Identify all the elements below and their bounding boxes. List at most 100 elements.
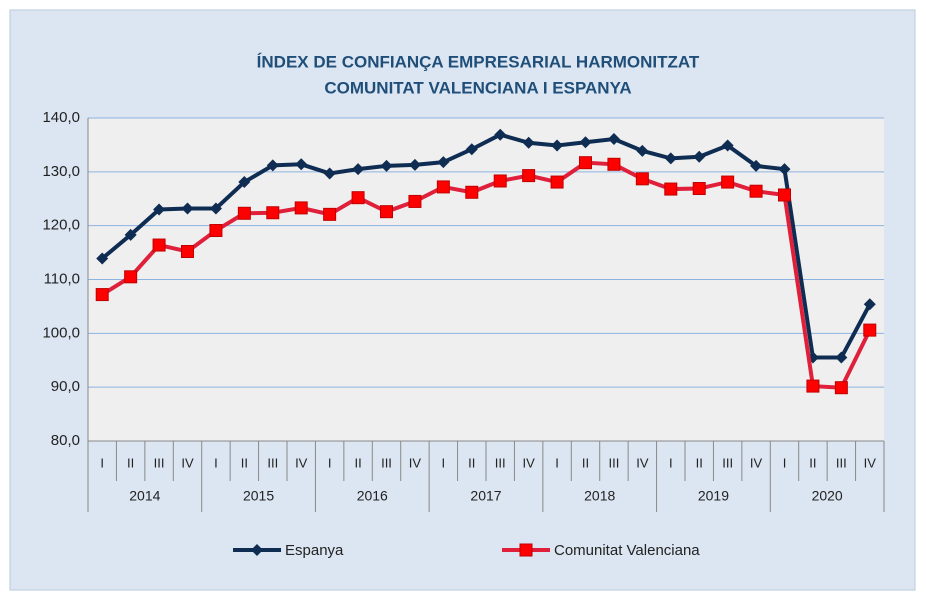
x-tick-label: II <box>809 455 816 470</box>
group-label: 2014 <box>129 488 160 504</box>
x-tick-label: III <box>381 455 392 470</box>
x-tick-label: III <box>267 455 278 470</box>
marker <box>96 252 109 265</box>
x-tick-label: II <box>127 455 134 470</box>
x-tick-label: IV <box>636 455 649 470</box>
marker <box>295 158 308 171</box>
marker <box>607 132 620 145</box>
marker <box>749 184 763 198</box>
marker <box>551 139 564 152</box>
marker <box>693 150 706 163</box>
marker <box>721 175 735 189</box>
marker <box>380 205 393 219</box>
marker <box>408 194 422 208</box>
marker <box>863 298 876 311</box>
x-tick-label: IV <box>409 455 422 470</box>
marker <box>294 201 308 215</box>
marker <box>750 159 763 172</box>
group-label: 2015 <box>243 488 274 504</box>
marker <box>607 157 621 171</box>
marker <box>380 159 393 172</box>
group-label: 2018 <box>584 488 615 504</box>
x-tick-label: IV <box>750 455 763 470</box>
marker <box>579 156 592 170</box>
marker <box>95 288 109 302</box>
marker <box>778 188 791 202</box>
x-tick-label: II <box>696 455 703 470</box>
x-tick-label: II <box>468 455 475 470</box>
y-tick-label: 130,0 <box>42 163 80 180</box>
legend-label: Comunitat Valenciana <box>554 542 700 559</box>
marker <box>493 174 507 188</box>
marker <box>209 202 222 215</box>
marker <box>266 159 279 172</box>
x-tick-label: II <box>582 455 589 470</box>
y-tick-label: 100,0 <box>42 324 80 341</box>
series-line <box>100 132 872 360</box>
x-tick-label: I <box>669 455 673 470</box>
x-tick-label: IV <box>864 455 877 470</box>
group-label: 2017 <box>470 488 501 504</box>
marker <box>806 379 820 393</box>
x-tick-label: IV <box>522 455 535 470</box>
y-tick-label: 120,0 <box>42 217 80 234</box>
x-tick-label: II <box>354 455 361 470</box>
marker <box>579 136 592 149</box>
y-tick-label: 110,0 <box>44 270 80 287</box>
marker <box>124 270 138 284</box>
legend-marker <box>519 543 533 557</box>
x-tick-label: III <box>495 455 506 470</box>
y-tick-label: 80,0 <box>51 432 80 449</box>
marker <box>408 158 421 171</box>
marker <box>465 185 479 199</box>
marker <box>266 206 280 220</box>
x-tick-label: III <box>836 455 847 470</box>
marker <box>664 182 678 196</box>
marker <box>181 245 194 259</box>
x-tick-label: I <box>100 455 104 470</box>
x-tick-label: III <box>609 455 620 470</box>
marker <box>636 144 649 157</box>
marker <box>465 143 478 156</box>
x-tick-label: I <box>442 455 446 470</box>
x-tick-label: IV <box>295 455 308 470</box>
x-tick-label: III <box>154 455 165 470</box>
marker <box>778 163 791 176</box>
marker <box>153 203 166 216</box>
legend-label: Espanya <box>285 542 344 559</box>
y-tick-label: 140,0 <box>42 109 80 126</box>
x-tick-label: I <box>555 455 559 470</box>
marker <box>351 191 365 205</box>
x-tick-label: I <box>783 455 787 470</box>
marker <box>437 156 450 169</box>
marker <box>522 136 535 149</box>
marker <box>238 176 251 189</box>
marker <box>834 381 848 395</box>
marker <box>323 167 336 180</box>
legend-marker <box>251 544 263 556</box>
marker <box>664 152 677 165</box>
chart-title: ÍNDEX DE CONFIANÇA EMPRESARIAL HARMONITZ… <box>257 52 700 71</box>
marker <box>835 351 848 364</box>
marker <box>152 238 166 252</box>
marker <box>522 169 536 183</box>
x-tick-label: III <box>722 455 733 470</box>
group-label: 2019 <box>698 488 729 504</box>
marker <box>436 180 450 194</box>
marker <box>692 182 706 196</box>
marker <box>237 206 251 220</box>
marker <box>323 207 337 221</box>
marker <box>635 172 649 186</box>
x-tick-label: IV <box>181 455 194 470</box>
group-label: 2020 <box>812 488 843 504</box>
marker <box>721 139 734 152</box>
marker <box>352 163 365 176</box>
marker <box>550 175 564 189</box>
marker <box>209 224 223 238</box>
x-tick-label: II <box>241 455 248 470</box>
marker <box>181 202 194 215</box>
y-tick-label: 90,0 <box>51 378 80 395</box>
group-label: 2016 <box>357 488 388 504</box>
